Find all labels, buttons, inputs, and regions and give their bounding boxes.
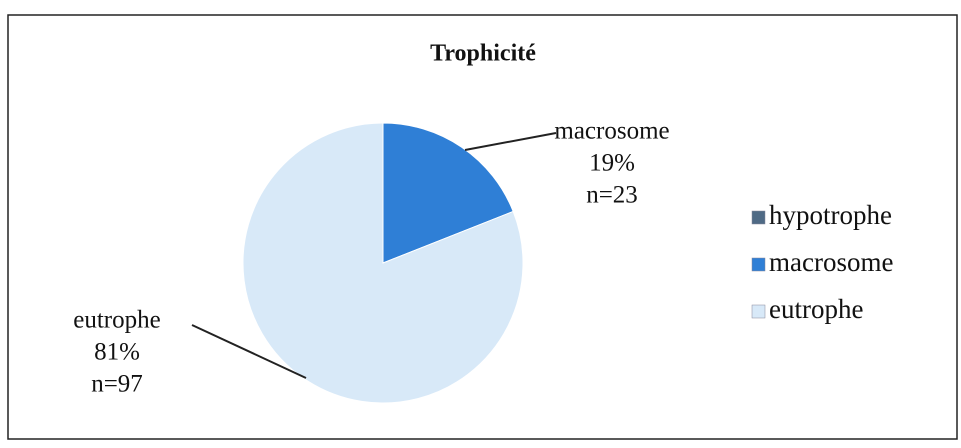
leader-line <box>464 132 557 151</box>
legend-label: macrosome <box>769 247 893 277</box>
data-label-value: 81% <box>94 339 140 366</box>
chart-title: Trophicité <box>430 41 536 67</box>
data-label-count: n=97 <box>91 371 143 398</box>
legend-swatch <box>751 257 766 272</box>
legend-swatch <box>751 304 766 319</box>
data-label-name: eutrophe <box>73 307 160 334</box>
data-label-name: macrosome <box>554 118 669 145</box>
data-label-count: n=23 <box>586 182 638 209</box>
legend-swatch <box>751 210 766 225</box>
data-label-value: 19% <box>589 150 635 177</box>
pie-slice <box>242 122 524 404</box>
legend-label: hypotrophe <box>769 200 892 230</box>
leader-line <box>191 324 307 379</box>
legend-label: eutrophe <box>769 294 863 324</box>
pie-slice <box>382 122 514 264</box>
